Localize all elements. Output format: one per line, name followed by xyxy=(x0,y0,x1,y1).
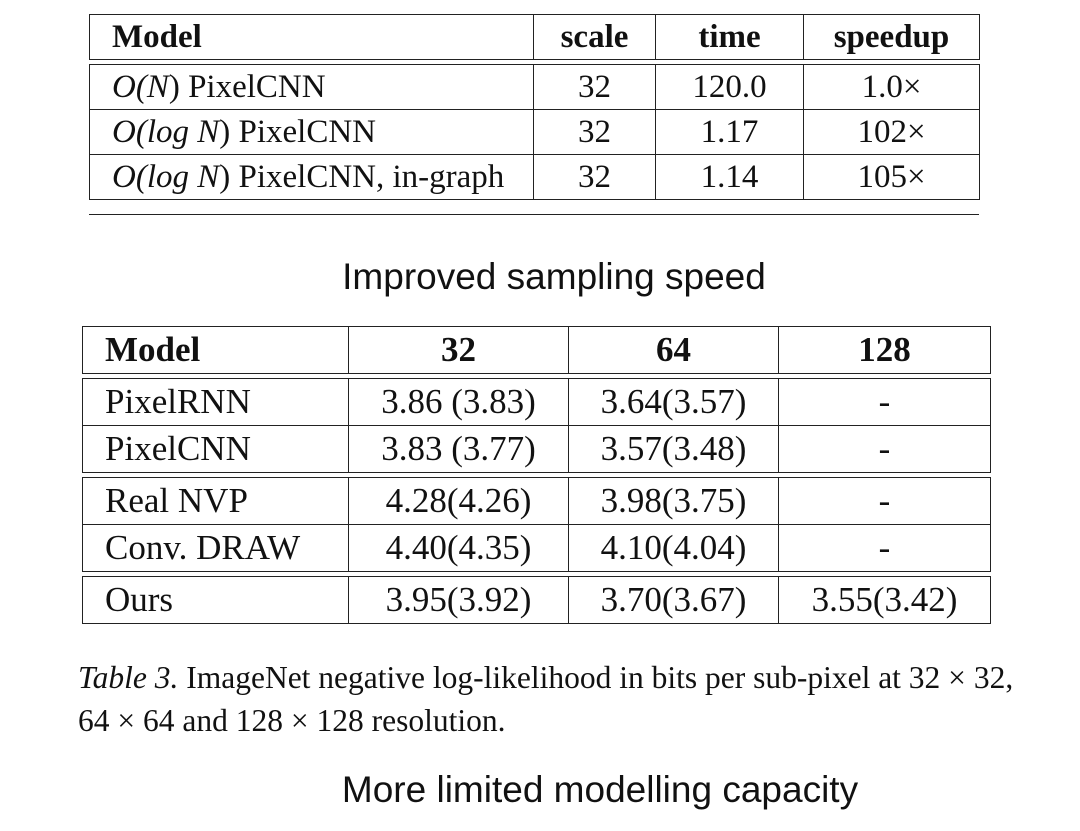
value-32-cell: 3.83 (3.77) xyxy=(348,425,569,473)
time-cell: 1.17 xyxy=(655,109,804,155)
sampling-speed-table: Model scale time speedup O(N) PixelCNN 3… xyxy=(89,14,980,200)
value-128-cell: - xyxy=(778,425,991,473)
model-cell: PixelCNN xyxy=(82,425,349,473)
value-64-cell: 3.98(3.75) xyxy=(568,477,779,525)
value-128-cell: - xyxy=(778,477,991,525)
value-32-cell: 4.28(4.26) xyxy=(348,477,569,525)
scale-cell: 32 xyxy=(533,64,656,110)
scale-cell: 32 xyxy=(533,154,656,200)
table-row: Conv. DRAW 4.40(4.35) 4.10(4.04) - xyxy=(82,524,991,572)
header-64: 64 xyxy=(568,326,779,374)
model-cell: Real NVP xyxy=(82,477,349,525)
table-row: Ours 3.95(3.92) 3.70(3.67) 3.55(3.42) xyxy=(82,576,991,624)
header-time: time xyxy=(655,14,804,60)
speedup-cell: 105× xyxy=(803,154,980,200)
header-scale: scale xyxy=(533,14,656,60)
table-caption-text: ImageNet negative log-likelihood in bits… xyxy=(78,660,1014,738)
model-cell: Ours xyxy=(82,576,349,624)
header-speedup: speedup xyxy=(803,14,980,60)
value-128-cell: - xyxy=(778,524,991,572)
value-64-cell: 3.64(3.57) xyxy=(568,378,779,426)
value-128-cell: 3.55(3.42) xyxy=(778,576,991,624)
table-header-row: Model scale time speedup xyxy=(89,14,980,60)
speedup-cell: 1.0× xyxy=(803,64,980,110)
table-row: PixelCNN 3.83 (3.77) 3.57(3.48) - xyxy=(82,425,991,473)
time-cell: 1.14 xyxy=(655,154,804,200)
value-128-cell: - xyxy=(778,378,991,426)
header-model: Model xyxy=(89,14,534,60)
scale-cell: 32 xyxy=(533,109,656,155)
time-cell: 120.0 xyxy=(655,64,804,110)
header-model: Model xyxy=(82,326,349,374)
header-32: 32 xyxy=(348,326,569,374)
capacity-caption: More limited modelling capacity xyxy=(341,769,859,810)
value-32-cell: 3.86 (3.83) xyxy=(348,378,569,426)
speed-caption: Improved sampling speed xyxy=(342,256,766,297)
model-cell: O(log N) PixelCNN xyxy=(89,109,534,155)
value-64-cell: 3.70(3.67) xyxy=(568,576,779,624)
model-cell: Conv. DRAW xyxy=(82,524,349,572)
header-128: 128 xyxy=(778,326,991,374)
model-cell: PixelRNN xyxy=(82,378,349,426)
table-bottom-rule xyxy=(89,214,979,215)
table-row: O(log N) PixelCNN 32 1.17 102× xyxy=(89,109,980,155)
model-cell: O(N) PixelCNN xyxy=(89,64,534,110)
table-row: O(log N) PixelCNN, in-graph 32 1.14 105× xyxy=(89,154,980,200)
value-32-cell: 3.95(3.92) xyxy=(348,576,569,624)
speedup-cell: 102× xyxy=(803,109,980,155)
imagenet-nll-table: Model 32 64 128 PixelRNN 3.86 (3.83) 3.6… xyxy=(82,326,991,624)
value-64-cell: 3.57(3.48) xyxy=(568,425,779,473)
table-caption-label: Table 3. xyxy=(78,660,179,695)
table-header-row: Model 32 64 128 xyxy=(82,326,991,374)
table-row: Real NVP 4.28(4.26) 3.98(3.75) - xyxy=(82,477,991,525)
value-32-cell: 4.40(4.35) xyxy=(348,524,569,572)
table-row: PixelRNN 3.86 (3.83) 3.64(3.57) - xyxy=(82,378,991,426)
table-caption: Table 3. ImageNet negative log-likelihoo… xyxy=(78,656,1038,742)
value-64-cell: 4.10(4.04) xyxy=(568,524,779,572)
model-cell: O(log N) PixelCNN, in-graph xyxy=(89,154,534,200)
table-row: O(N) PixelCNN 32 120.0 1.0× xyxy=(89,64,980,110)
